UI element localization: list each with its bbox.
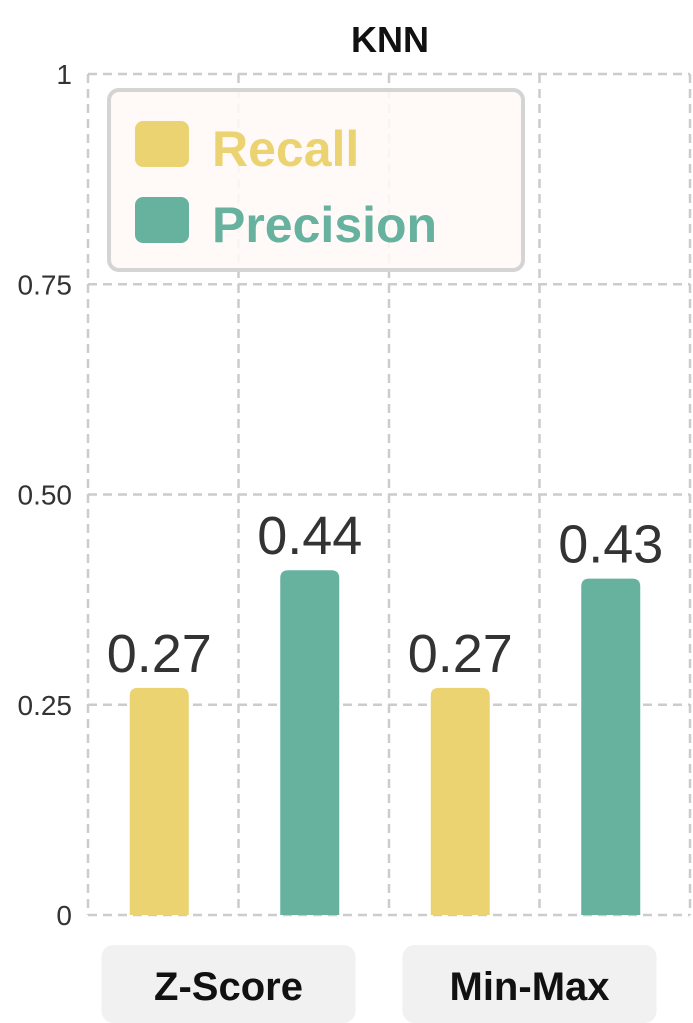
bar-recall-min-max <box>430 687 490 915</box>
legend: Recall Precision <box>107 88 525 272</box>
category-label: Min-Max <box>450 965 610 1009</box>
bar-recall-z-score <box>129 687 189 915</box>
chart-title: KNN <box>351 19 429 60</box>
legend-label-precision: Precision <box>212 197 437 253</box>
bar-precision-min-max <box>581 578 641 915</box>
y-tick-label: 0.25 <box>18 690 73 721</box>
y-tick-label: 0 <box>56 900 72 931</box>
bar-value-label: 0.27 <box>408 624 513 684</box>
category-label-bg <box>402 945 657 1023</box>
y-tick-label: 1 <box>56 59 72 90</box>
legend-swatch-recall <box>135 121 189 167</box>
category-label-bg <box>101 945 356 1023</box>
bar-precision-z-score <box>280 570 340 915</box>
bar-value-label: 0.43 <box>558 515 663 575</box>
legend-label-recall: Recall <box>212 121 359 177</box>
legend-swatch-precision <box>135 197 189 243</box>
x-axis-categories: Z-Score Min-Max <box>101 945 657 1023</box>
bar-value-label: 0.27 <box>107 624 212 684</box>
legend-box <box>107 88 525 272</box>
category-label: Z-Score <box>154 965 303 1009</box>
bar-value-label: 0.44 <box>257 506 362 566</box>
y-tick-label: 0.75 <box>18 269 73 300</box>
y-tick-label: 0.50 <box>18 480 73 511</box>
y-axis-ticks: 0 0.25 0.50 0.75 1 <box>18 59 73 931</box>
bars: 0.27 0.44 0.27 0.43 <box>107 506 663 915</box>
